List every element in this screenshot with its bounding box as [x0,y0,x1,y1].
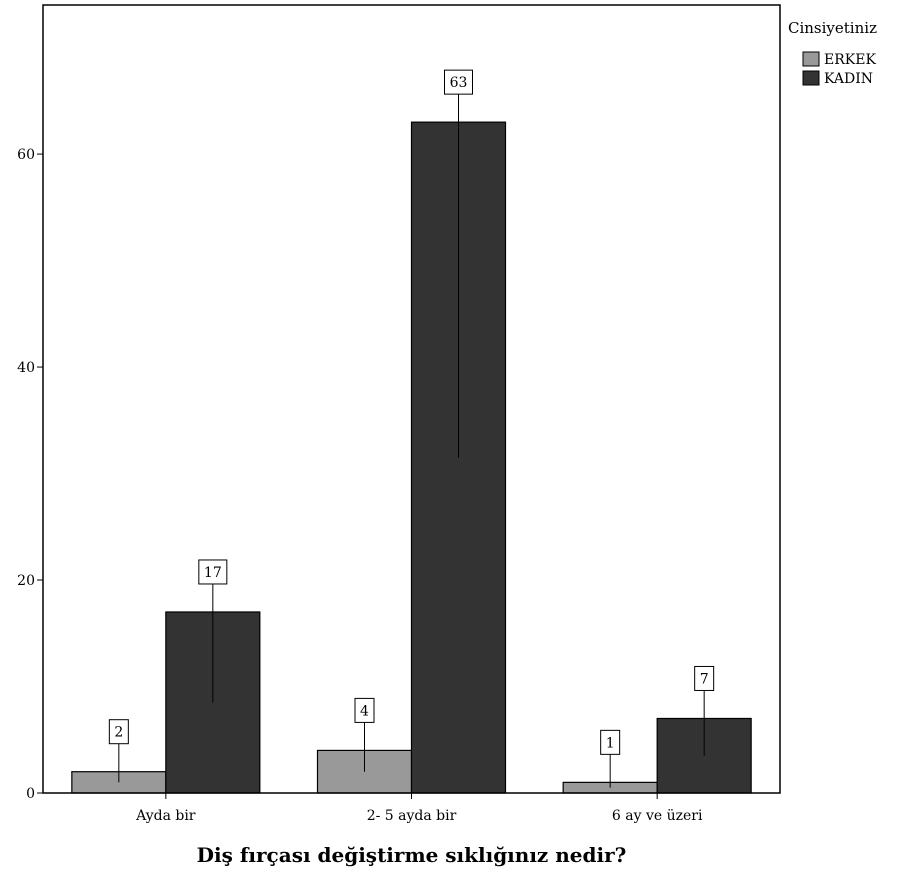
x-tick-label: Ayda bir [135,808,196,824]
y-tick-label: 20 [17,573,35,589]
y-axis: 0 20 40 60 [17,147,43,802]
data-label: 4 [360,703,369,719]
y-tick-label: 40 [17,360,35,376]
data-label: 7 [700,671,709,687]
data-label: 17 [204,565,222,581]
bars-layer [71,121,752,794]
legend-swatch-kadin [802,70,820,86]
x-tick-label: 6 ay ve üzeri [612,808,703,824]
x-tick-label: 2- 5 ayda bir [367,808,457,824]
legend: Cinsiyetiniz ERKEK KADIN [788,19,877,87]
data-label: 1 [606,735,615,751]
data-label-box [694,665,715,691]
y-tick-label: 60 [17,147,35,163]
legend-swatch-erkek [802,51,820,67]
y-tick-label: 0 [26,786,35,802]
data-label-box [444,69,473,95]
data-label: 63 [450,75,468,91]
legend-title: Cinsiyetiniz [788,19,877,37]
data-label-box [354,697,375,723]
x-axis-title: Diş fırçası değiştirme sıklığınız nedir? [197,843,627,867]
x-axis: Ayda bir 2- 5 ayda bir 6 ay ve üzeri [135,793,703,824]
legend-label-kadin: KADIN [824,71,873,87]
data-label-box [198,559,228,585]
data-label-box [108,719,129,745]
legend-label-erkek: ERKEK [824,52,876,68]
data-label: 2 [114,725,123,741]
data-label-box [600,729,621,755]
